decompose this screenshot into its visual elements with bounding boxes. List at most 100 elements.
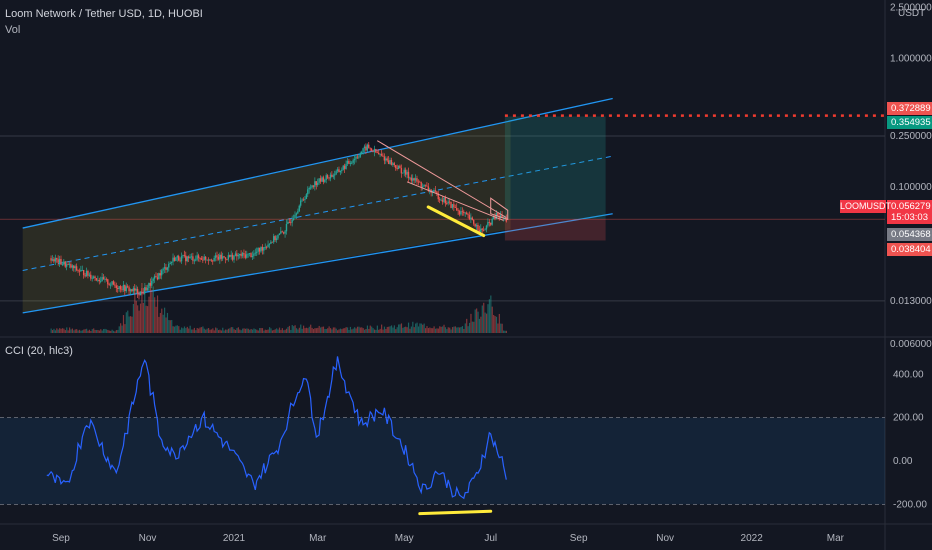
volume-bar — [110, 330, 112, 333]
volume-bar — [64, 330, 66, 333]
candle-body — [322, 177, 325, 182]
candle-body — [458, 210, 461, 215]
volume-bar — [358, 326, 360, 333]
volume-bar — [209, 329, 211, 333]
cci-panel[interactable]: 400.00 200.00 0.00 -200.00 — [0, 356, 927, 516]
volume-bar — [141, 283, 143, 333]
candle-body — [128, 287, 130, 292]
candle-body — [109, 284, 112, 286]
candle-body — [346, 160, 349, 164]
candle-body — [372, 150, 374, 152]
volume-bar — [240, 330, 242, 333]
volume-label[interactable]: Vol — [5, 24, 21, 36]
drawing-annotations[interactable] — [377, 140, 509, 238]
volume-bar — [413, 327, 415, 333]
candle-body — [244, 254, 247, 258]
volume-bar — [128, 316, 130, 333]
axes: 5.5000002.5000001.0000000.2500000.100000… — [52, 3, 932, 544]
volume-bar — [51, 330, 54, 333]
target-upper-tag: 0.372889 — [887, 102, 932, 115]
volume-bar — [361, 327, 363, 333]
volume-bar — [166, 312, 169, 333]
candle-body — [263, 247, 265, 251]
candle-body — [467, 214, 469, 216]
candle-body — [396, 167, 398, 170]
volume-bar — [498, 313, 500, 333]
candle-body — [475, 225, 478, 227]
candle-body — [419, 181, 421, 183]
candle-body — [490, 222, 492, 225]
candle-body — [65, 264, 68, 267]
candle-body — [345, 163, 347, 169]
volume-bar — [311, 327, 313, 333]
candle-body — [67, 264, 69, 266]
candle-body — [202, 259, 204, 261]
candle-body — [51, 259, 54, 261]
volume-bar — [114, 331, 116, 333]
volume-bar — [229, 328, 231, 333]
candle-body — [138, 293, 140, 296]
volume-bar — [430, 328, 432, 333]
candle-body — [274, 236, 276, 240]
trend-channel[interactable] — [22, 97, 613, 314]
candle-body — [353, 159, 356, 161]
candle-body — [165, 267, 167, 270]
volume-bar — [278, 327, 281, 333]
volume-bar — [74, 329, 76, 333]
price-panel[interactable] — [0, 97, 885, 333]
candle-body — [183, 255, 186, 256]
volume-bar — [368, 328, 370, 333]
volume-bar — [474, 309, 476, 333]
candle-body — [256, 251, 258, 253]
candle-body — [358, 156, 360, 158]
candle-body — [163, 267, 166, 269]
volume-bar — [59, 328, 61, 333]
volume-bar — [203, 328, 205, 333]
time-tick-label: Sep — [52, 533, 70, 544]
volume-bar — [196, 328, 198, 333]
candle-body — [98, 279, 100, 282]
volume-bar — [236, 328, 238, 333]
candle-body — [351, 162, 353, 164]
candle-body — [329, 174, 332, 179]
volume-bar — [145, 305, 147, 333]
volume-bar — [171, 320, 173, 333]
candle-body — [105, 278, 108, 280]
candle-body — [491, 219, 493, 225]
price-axis-unit: USDT — [898, 8, 925, 19]
volume-bar — [257, 330, 259, 333]
candle-body — [91, 277, 93, 279]
candle-body — [440, 199, 442, 201]
volume-bar — [284, 329, 286, 333]
volume-bar — [400, 323, 403, 333]
volume-bar — [90, 330, 92, 333]
cci-label[interactable]: CCI (20, hlc3) — [5, 345, 73, 357]
volume-bar — [77, 330, 79, 333]
volume-bar — [424, 328, 427, 333]
volume-bar — [359, 327, 361, 333]
volume-bar — [396, 327, 398, 333]
volume-bar — [444, 327, 447, 333]
candle-body — [156, 277, 159, 280]
volume-bar — [293, 326, 295, 333]
candle-body — [267, 244, 269, 247]
volume-bar — [443, 324, 445, 333]
volume-bar — [310, 324, 312, 333]
volume-bar — [219, 329, 221, 333]
symbol-title[interactable]: Loom Network / Tether USD, 1D, HUOBI — [5, 8, 203, 20]
candle-body — [81, 270, 83, 271]
volume-bar — [268, 327, 271, 333]
volume-bar — [502, 330, 505, 333]
price-tick-label: 0.013000 — [890, 296, 932, 307]
long-position-tool[interactable] — [0, 114, 885, 241]
candle-body — [383, 156, 386, 161]
candle-body — [389, 159, 391, 164]
candle-body — [498, 216, 500, 219]
candle-body — [180, 256, 183, 262]
candle-body — [204, 256, 207, 260]
volume-bar — [346, 327, 349, 333]
candle-body — [114, 284, 116, 286]
volume-bar — [80, 330, 82, 333]
candle-body — [189, 256, 191, 259]
